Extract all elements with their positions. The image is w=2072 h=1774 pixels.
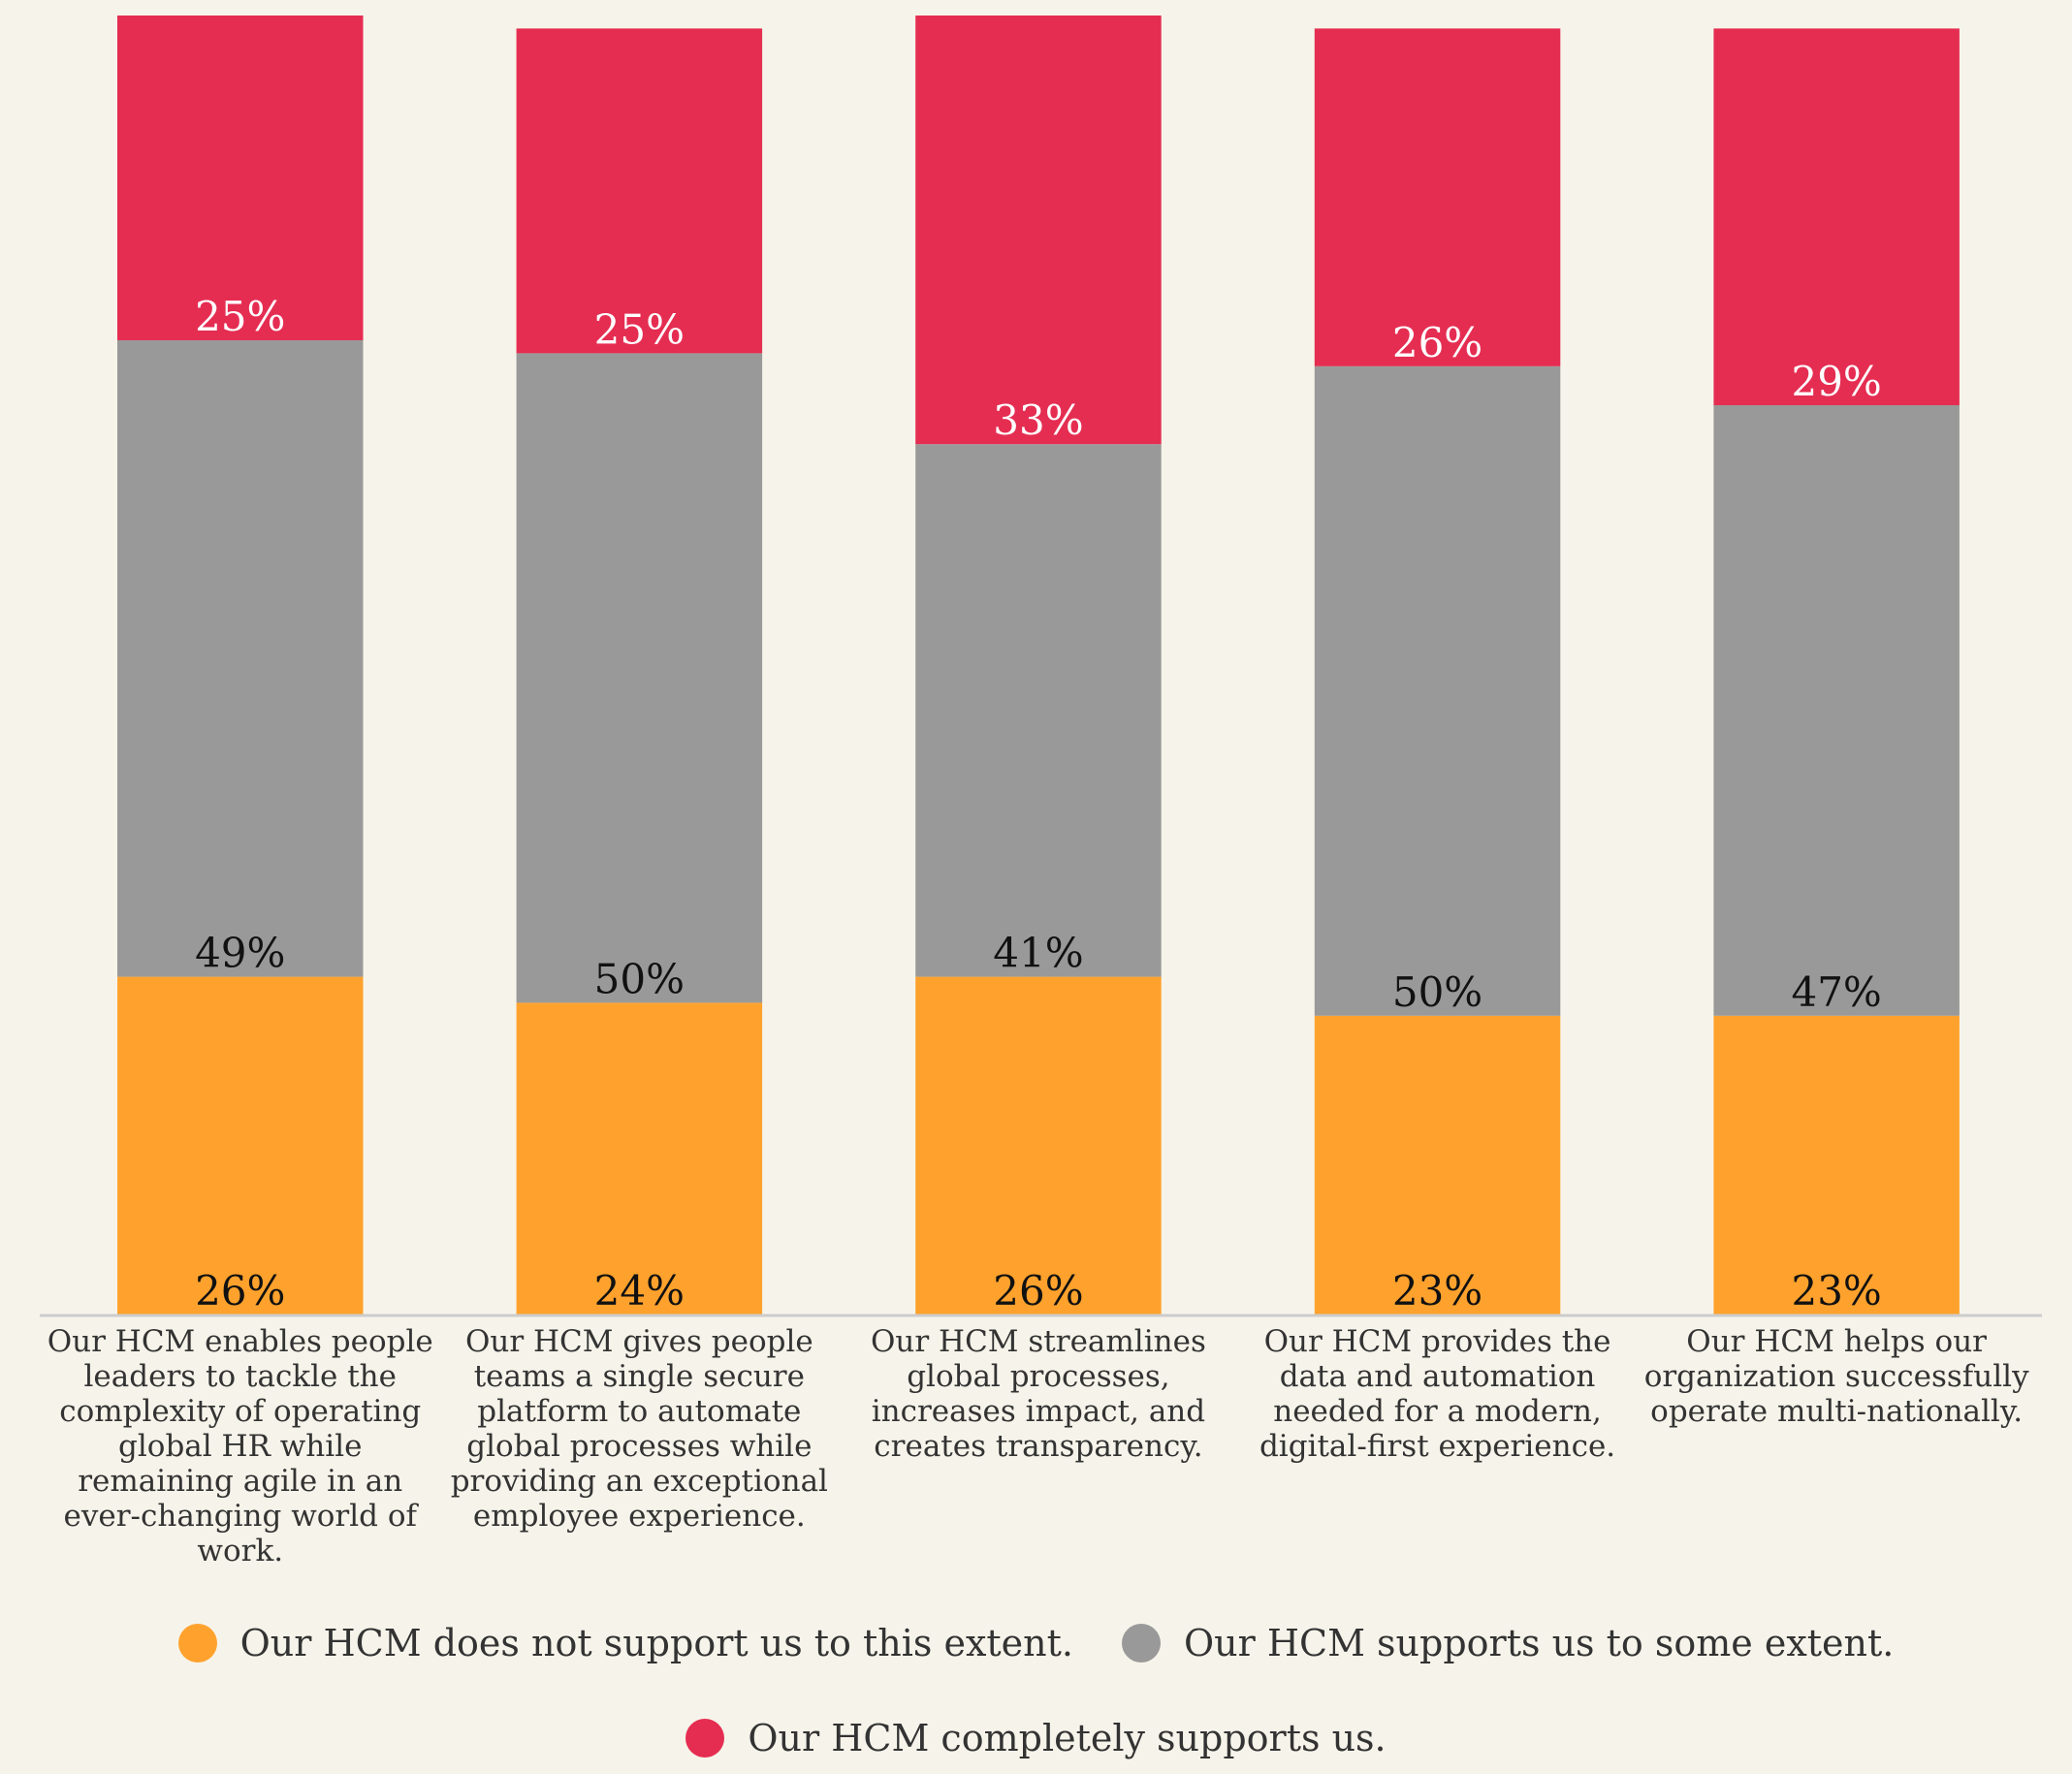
legend-label: Our HCM does not support us to this exte… xyxy=(239,1622,1073,1664)
value-label: 49% xyxy=(195,930,285,977)
value-label: 29% xyxy=(1791,358,1881,405)
bar-segment xyxy=(1314,28,1561,366)
legend-swatch xyxy=(685,1719,725,1758)
legend-swatch xyxy=(1121,1624,1161,1663)
legend-label: Our HCM supports us to some extent. xyxy=(1183,1622,1895,1664)
value-label: 26% xyxy=(195,1267,285,1315)
value-label: 26% xyxy=(1392,319,1482,366)
x-tick-label: Our HCM helps our organization successfu… xyxy=(1643,1324,2029,1429)
bar-segment xyxy=(516,353,763,1003)
value-label: 33% xyxy=(993,396,1083,444)
legend-item: Our HCM supports us to some extent. xyxy=(1121,1621,1895,1665)
value-label: 25% xyxy=(594,305,685,353)
x-tick-label: Our HCM streamlines global processes, in… xyxy=(871,1324,1206,1464)
bar-segment xyxy=(1314,1015,1561,1315)
value-label: 23% xyxy=(1791,1267,1881,1315)
legend-swatch xyxy=(177,1624,217,1663)
value-label: 47% xyxy=(1791,968,1881,1016)
bar-segment xyxy=(117,16,364,340)
legend: Our HCM does not support us to this exte… xyxy=(145,1621,1927,1760)
bar-segment xyxy=(1713,28,1960,406)
bar-segment xyxy=(516,1002,763,1315)
value-label: 23% xyxy=(1392,1267,1482,1315)
bar-segment xyxy=(1713,1015,1960,1315)
chart: 26% 49% 25% 24% 50% 25% 26% 41% 33% 23% 50% 26% 23% 4… xyxy=(40,16,2042,1317)
legend-label: Our HCM completely supports us. xyxy=(748,1717,1387,1759)
value-label: 26% xyxy=(993,1267,1083,1315)
bar-segment xyxy=(117,340,364,977)
value-label: 50% xyxy=(594,955,685,1002)
x-tick-label: Our HCM provides the data and automation… xyxy=(1259,1324,1616,1464)
bar-segment xyxy=(1713,405,1960,1016)
value-label: 24% xyxy=(594,1267,685,1315)
bar-segment xyxy=(1314,365,1561,1016)
bar-segment xyxy=(915,444,1162,977)
bar-segment xyxy=(915,976,1162,1315)
bar-segment xyxy=(117,976,364,1315)
x-tick-label: Our HCM enables people leaders to tackle… xyxy=(47,1324,433,1568)
value-label: 25% xyxy=(195,293,285,340)
x-tick-label: Our HCM gives people teams a single secu… xyxy=(450,1324,828,1534)
bar-segment xyxy=(915,16,1162,445)
bar-segment xyxy=(516,28,763,354)
value-label: 41% xyxy=(993,930,1083,977)
legend-item: Our HCM does not support us to this exte… xyxy=(177,1621,1073,1665)
value-label: 50% xyxy=(1392,968,1482,1016)
legend-item: Our HCM completely supports us. xyxy=(685,1716,1387,1760)
